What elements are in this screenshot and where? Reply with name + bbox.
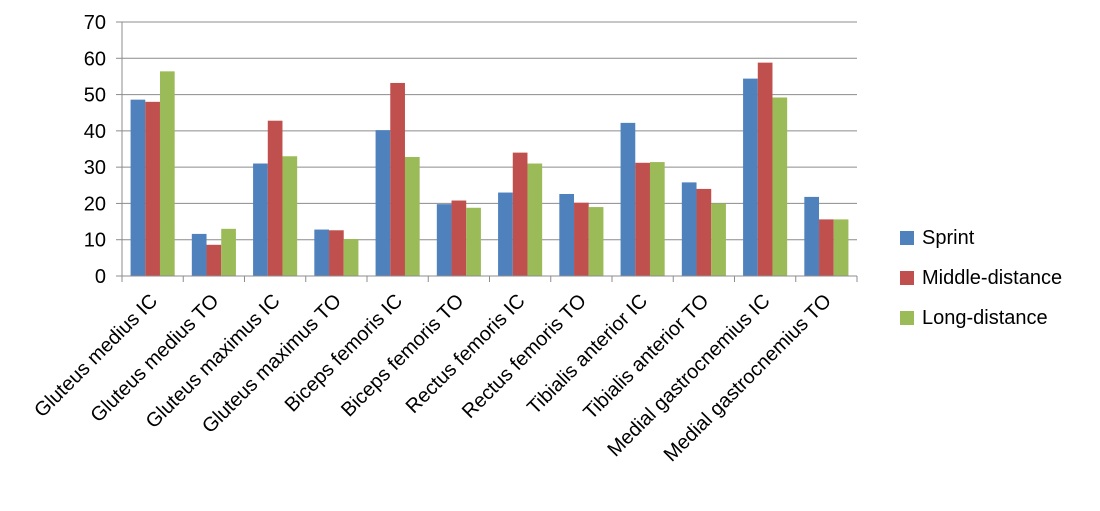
y-tick-label: 0 bbox=[95, 266, 106, 288]
bar-long-distance bbox=[588, 207, 604, 276]
legend-label-long-distance: Long-distance bbox=[922, 306, 1048, 329]
bar-long-distance bbox=[649, 162, 665, 276]
bar-long-distance bbox=[833, 219, 849, 276]
bar-long-distance bbox=[772, 97, 788, 276]
bar-sprint bbox=[804, 196, 820, 276]
x-tick-label: Biceps femoris IC bbox=[281, 290, 407, 416]
legend-item-long-distance: Long-distance bbox=[900, 306, 1090, 330]
bar-long-distance bbox=[527, 163, 543, 276]
bar-long-distance bbox=[404, 156, 420, 276]
legend-swatch-middle-distance bbox=[900, 271, 914, 285]
bar-middle-distance bbox=[390, 82, 405, 277]
legend-swatch-sprint bbox=[900, 231, 914, 245]
bar-sprint bbox=[498, 192, 513, 276]
bar-sprint bbox=[375, 130, 391, 276]
y-tick-labels: 0 10 20 30 40 50 60 70 bbox=[84, 12, 106, 288]
y-tick-label: 10 bbox=[84, 230, 106, 252]
bar-middle-distance bbox=[267, 120, 283, 276]
y-tick-label: 30 bbox=[84, 157, 106, 179]
gridlines bbox=[122, 21, 857, 241]
bar-middle-distance bbox=[451, 200, 467, 276]
bar-long-distance bbox=[711, 203, 726, 276]
bar-middle-distance bbox=[757, 62, 773, 276]
bar-sprint bbox=[559, 193, 575, 276]
bar-middle-distance bbox=[206, 244, 222, 276]
axes bbox=[116, 21, 858, 282]
legend-item-sprint: Sprint bbox=[900, 226, 1090, 250]
bar-sprint bbox=[253, 163, 268, 276]
y-tick-label: 60 bbox=[84, 48, 106, 70]
bar-sprint bbox=[191, 233, 207, 276]
bar-sprint bbox=[620, 122, 636, 276]
bar-long-distance bbox=[221, 228, 236, 276]
bar-sprint bbox=[314, 229, 330, 276]
bar-sprint bbox=[130, 99, 146, 276]
legend-swatch-long-distance bbox=[900, 311, 914, 325]
bar-sprint bbox=[436, 204, 452, 276]
bar-sprint bbox=[743, 78, 758, 276]
bar-middle-distance bbox=[145, 101, 160, 276]
legend-label-sprint: Sprint bbox=[922, 226, 975, 249]
legend: Sprint Middle-distance Long-distance bbox=[900, 226, 1090, 346]
bar-long-distance bbox=[159, 71, 175, 276]
bar-long-distance bbox=[343, 238, 359, 276]
legend-label-middle-distance: Middle-distance bbox=[922, 266, 1063, 289]
y-tick-label: 20 bbox=[84, 193, 106, 215]
bar-middle-distance bbox=[819, 219, 834, 276]
bar-middle-distance bbox=[635, 162, 650, 276]
bar-sprint bbox=[681, 182, 697, 276]
bar-middle-distance bbox=[696, 188, 712, 276]
y-tick-label: 70 bbox=[84, 12, 106, 34]
legend-item-middle-distance: Middle-distance bbox=[900, 266, 1090, 290]
y-tick-label: 50 bbox=[84, 85, 106, 107]
bars bbox=[130, 62, 849, 277]
y-tick-label: 40 bbox=[84, 121, 106, 143]
bar-long-distance bbox=[466, 207, 481, 276]
bar-long-distance bbox=[282, 156, 298, 276]
bar-middle-distance bbox=[574, 202, 589, 276]
bar-middle-distance bbox=[512, 152, 528, 276]
bar-middle-distance bbox=[329, 230, 344, 276]
